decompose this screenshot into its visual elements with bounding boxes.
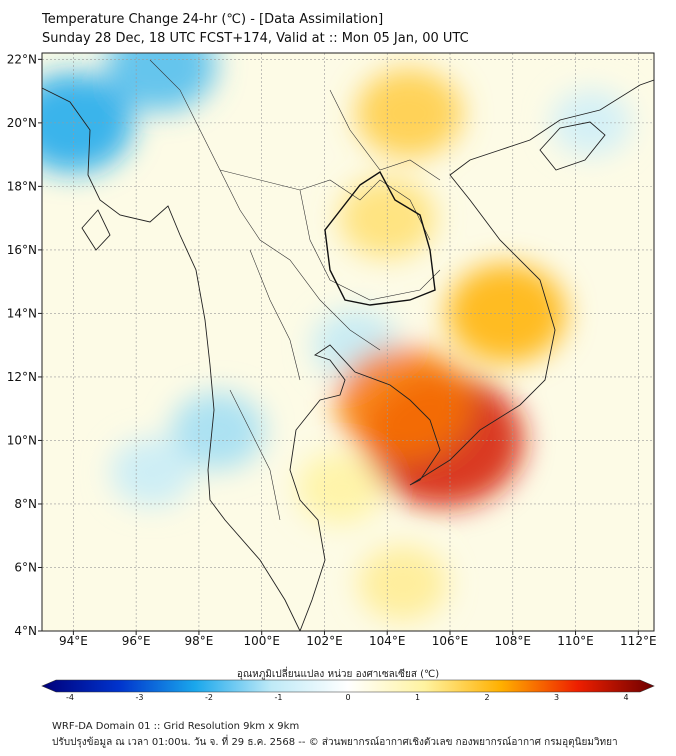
lat-tick-label: 18°N: [7, 179, 37, 193]
thailand-northeast-outline: [324, 170, 436, 306]
colorbar-tick-label: -2: [205, 693, 213, 702]
lat-tick-label: 22°N: [7, 52, 37, 66]
lon-tick-label: 98°E: [184, 634, 213, 648]
latitude-ticks: 22°N 20°N 18°N 16°N 14°N 12°N 10°N 8°N 6°N 4°N: [7, 52, 42, 638]
lon-tick-label: 112°E: [620, 634, 657, 648]
lat-tick-label: 16°N: [7, 243, 37, 257]
coast-east: [289, 79, 654, 631]
lon-tick-label: 106°E: [432, 634, 469, 648]
footer-credit: ปรับปรุงข้อมูล ณ เวลา 01:00น. วัน จ. ที่…: [52, 737, 618, 748]
footer-model-info: WRF-DA Domain 01 :: Grid Resolution 9km …: [52, 721, 300, 732]
field-cold-spot-myanmar-north: [106, 53, 217, 112]
coast-west: [42, 87, 301, 631]
lat-tick-label: 4°N: [14, 624, 37, 638]
border-3: [299, 189, 441, 301]
colorbar-tick-label: 1: [415, 693, 420, 702]
lon-tick-label: 110°E: [557, 634, 594, 648]
map-gridlines: [42, 53, 654, 631]
lon-tick-label: 102°E: [306, 634, 343, 648]
colorbar-tick-label: 4: [623, 693, 628, 702]
lat-tick-label: 14°N: [7, 306, 37, 320]
lon-tick-label: 100°E: [243, 634, 280, 648]
lon-tick-label: 108°E: [495, 634, 532, 648]
colorbar-ticks: -4 -3 -2 -1 0 1 2 3 4: [66, 693, 629, 702]
lat-tick-label: 12°N: [7, 370, 37, 384]
colorbar-tick-label: 2: [484, 693, 489, 702]
lon-tick-label: 104°E: [369, 634, 406, 648]
coastlines: [42, 79, 654, 631]
colorbar-tick-label: 0: [345, 693, 350, 702]
lat-tick-label: 20°N: [7, 116, 37, 130]
colorbar-tick-label: -3: [136, 693, 144, 702]
field-warm-south-gulf: [296, 452, 384, 525]
lat-tick-label: 6°N: [14, 560, 37, 574]
border-2: [219, 169, 431, 241]
temperature-field: [42, 53, 632, 621]
border-4: [249, 249, 301, 381]
colorbar-tick-label: -1: [275, 693, 283, 702]
lon-tick-label: 94°E: [59, 634, 88, 648]
coast-hainan: [539, 121, 606, 171]
colorbar: -4 -3 -2 -1 0 1 2 3 4: [41, 679, 655, 702]
map-subtitle: Sunday 28 Dec, 18 UTC FCST+174, Valid at…: [42, 31, 469, 46]
field-cool-andaman-sea: [110, 437, 194, 507]
border-5: [329, 89, 441, 181]
lon-tick-label: 96°E: [122, 634, 151, 648]
longitude-ticks: 94°E 96°E 98°E 100°E 102°E 104°E 106°E 108°E 110…: [59, 631, 657, 648]
field-warm-cambodia: [336, 346, 470, 458]
field-warm-south: [358, 545, 448, 621]
border-6: [229, 389, 281, 521]
map-plot-area: [42, 53, 654, 631]
colorbar-tick-label: -4: [66, 693, 74, 702]
colorbar-tick-label: 3: [554, 693, 559, 702]
coast-delta: [81, 209, 111, 251]
lat-tick-label: 8°N: [14, 497, 37, 511]
lat-tick-label: 10°N: [7, 433, 37, 447]
border-1: [149, 59, 381, 351]
colorbar-title: อุณหภูมิเปลี่ยนแปลง หน่วย องศาเซลเซียส (…: [236, 669, 440, 680]
admin-borders: [149, 59, 441, 521]
colorbar-body: [41, 679, 655, 693]
map-title: Temperature Change 24-hr (℃) - [Data Ass…: [42, 12, 384, 27]
field-warm-laos-north: [355, 68, 463, 158]
map-frame: [41, 52, 655, 632]
